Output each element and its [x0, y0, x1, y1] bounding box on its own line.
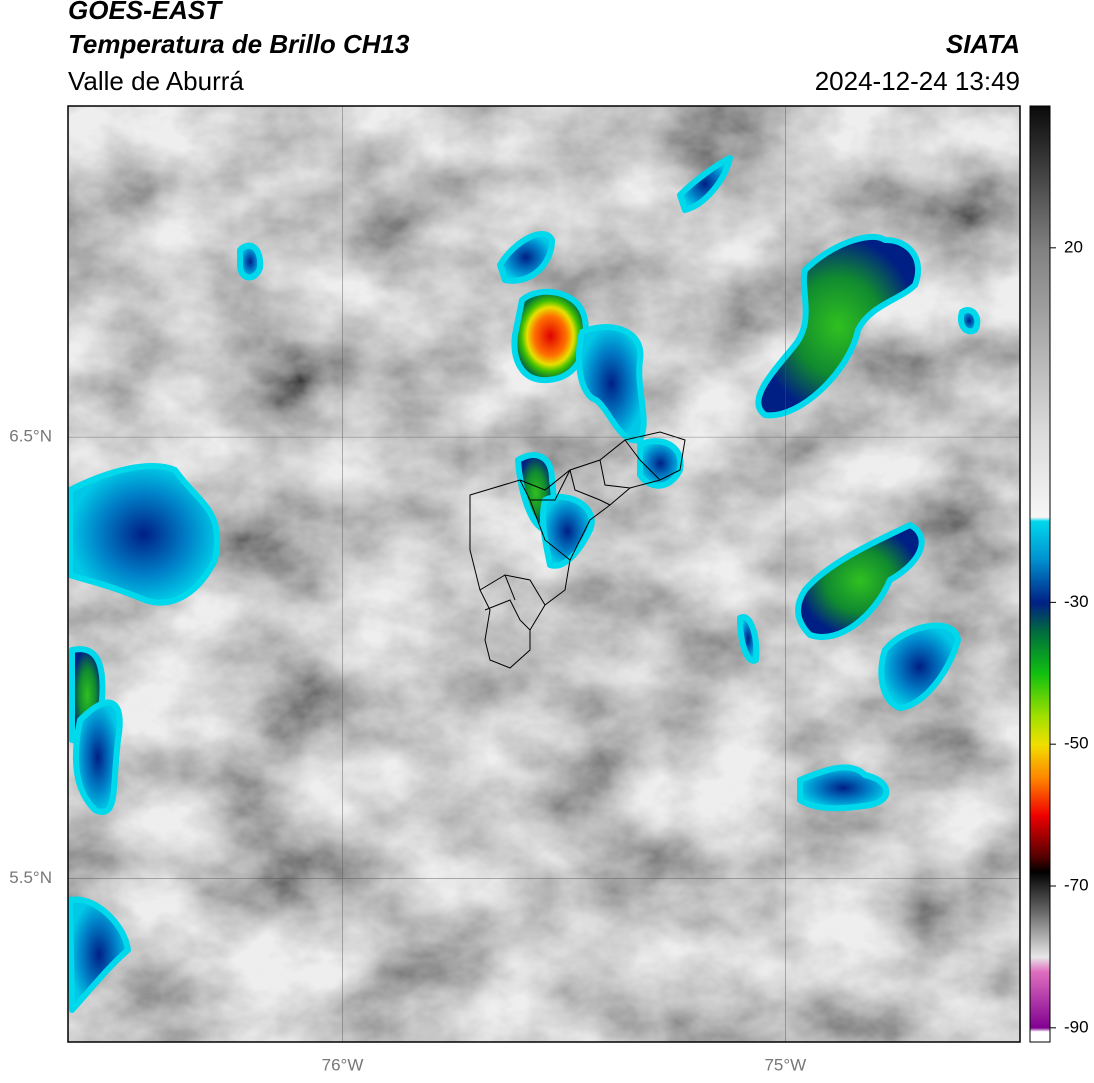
colorbar-tick-label: -70 — [1064, 875, 1089, 894]
y-tick-label: 5.5°N — [9, 868, 52, 887]
colorbar-segment — [1030, 815, 1050, 859]
x-tick-label: 75°W — [764, 1055, 806, 1074]
colorbar-frame — [1029, 105, 1051, 1043]
colorbar-segment — [1030, 247, 1050, 426]
colorbar-segment — [1030, 602, 1050, 632]
colorbar-tick-label: -90 — [1064, 1017, 1089, 1036]
colorbar-segment — [1030, 517, 1050, 522]
x-tick-label: 76°W — [322, 1055, 364, 1074]
colorbar-segment — [1030, 559, 1050, 603]
subtitle: Temperatura de Brillo CH13 — [68, 29, 410, 59]
colorbar-segment — [1030, 857, 1050, 873]
colorbar-segment — [1030, 871, 1050, 915]
colorbar-tick-label: 20 — [1064, 237, 1083, 256]
colorbar-segment — [1030, 630, 1050, 674]
graticule — [68, 106, 1020, 1042]
y-tick-label: 6.5°N — [9, 427, 52, 446]
colorbar-segment — [1030, 673, 1050, 717]
colorbar-segment — [1030, 520, 1050, 561]
colorbar-segment — [1030, 956, 1050, 972]
colorbar-segment — [1030, 779, 1050, 816]
municipal-boundaries — [469, 431, 686, 669]
colorbar-segment — [1030, 106, 1050, 249]
colorbar-segment — [1030, 715, 1050, 745]
colorbar-segment — [1030, 425, 1050, 518]
colorbar-segment — [1030, 1031, 1050, 1042]
colorbar: 20 -30 -50 -70 -90 — [1029, 105, 1089, 1043]
colorbar-segment — [1030, 1027, 1050, 1032]
title: GOES-EAST — [68, 0, 223, 25]
colorbar-tick-label: -50 — [1064, 734, 1089, 753]
satellite-image — [68, 106, 1020, 1042]
colorbar-segment — [1030, 744, 1050, 781]
colorbar-segment — [1030, 914, 1050, 958]
colorbar-segment — [1030, 971, 1050, 1029]
colorbar-tick-label: -30 — [1064, 592, 1089, 611]
timestamp: 2024-12-24 13:49 — [815, 66, 1020, 96]
map-frame — [67, 105, 1021, 1043]
source: SIATA — [946, 29, 1020, 59]
region: Valle de Aburrá — [68, 66, 244, 96]
